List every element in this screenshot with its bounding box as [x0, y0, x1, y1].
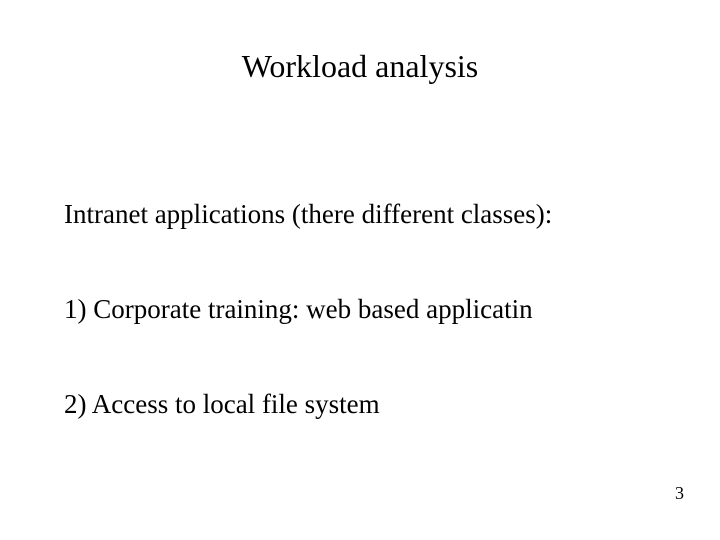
intro-line: Intranet applications (there different c… [64, 198, 552, 230]
list-item-2: 2) Access to local file system [64, 388, 380, 420]
list-item-1: 1) Corporate training: web based applica… [64, 293, 533, 325]
slide-title: Workload analysis [0, 48, 720, 85]
slide: Workload analysis Intranet applications … [0, 0, 720, 540]
page-number: 3 [675, 483, 684, 504]
